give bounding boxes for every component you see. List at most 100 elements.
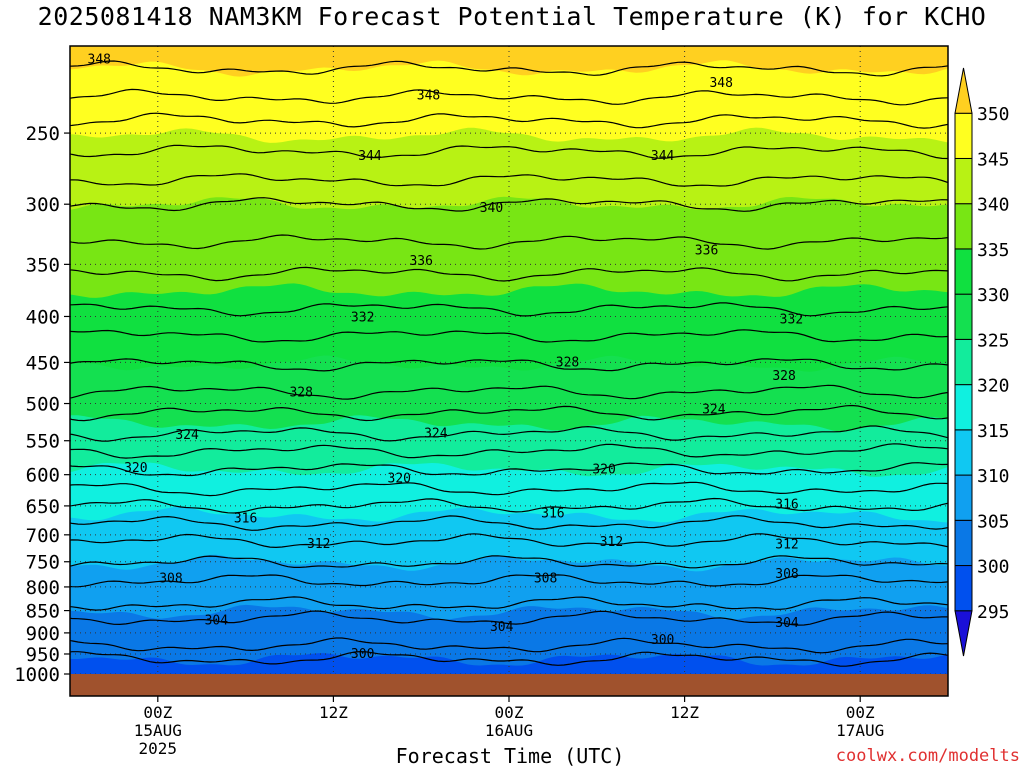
contour-346 bbox=[70, 112, 948, 129]
colorbar-label-325: 325 bbox=[977, 330, 1010, 351]
xtick-label-30-0: 00Z bbox=[495, 703, 524, 722]
colorbar-seg-8 bbox=[954, 248, 973, 295]
contour-label-26: 308 bbox=[534, 572, 557, 587]
colorbar-seg-0 bbox=[954, 610, 973, 657]
colorbar-label-335: 335 bbox=[977, 240, 1010, 261]
contour-310 bbox=[70, 555, 948, 569]
colorbar-label-295: 295 bbox=[977, 602, 1010, 623]
colorbar-label-310: 310 bbox=[977, 466, 1010, 487]
xtick-label-6-2: 2025 bbox=[139, 739, 178, 758]
contour-lines bbox=[70, 60, 948, 667]
ytick-label-350: 350 bbox=[26, 254, 60, 276]
contour-label-15: 324 bbox=[702, 403, 726, 418]
contour-label-31: 300 bbox=[351, 647, 374, 662]
ytick-label-650: 650 bbox=[26, 496, 60, 518]
colorbar-label-300: 300 bbox=[977, 557, 1010, 578]
contour-302 bbox=[70, 637, 948, 654]
colorbar-label-320: 320 bbox=[977, 376, 1010, 397]
contour-308 bbox=[70, 574, 948, 588]
contour-326 bbox=[70, 404, 948, 422]
contour-320 bbox=[70, 462, 948, 477]
colorbar-seg-11 bbox=[954, 112, 973, 159]
colorbar-seg-9 bbox=[954, 203, 973, 250]
contour-348 bbox=[70, 88, 948, 106]
ytick-label-450: 450 bbox=[26, 352, 60, 374]
contour-label-27: 308 bbox=[775, 567, 798, 582]
ytick-label-850: 850 bbox=[26, 601, 60, 623]
color-fill-bands bbox=[70, 46, 948, 696]
contour-labels: 348 348 348 344 344 340 336 336 332 332 328 328 328 3… bbox=[88, 52, 804, 662]
contour-label-14: 324 bbox=[424, 427, 448, 442]
contour-label-12: 328 bbox=[772, 369, 795, 384]
ytick-label-250: 250 bbox=[26, 123, 60, 145]
colorbar-label-350: 350 bbox=[977, 104, 1010, 125]
ytick-label-1000: 1000 bbox=[14, 664, 60, 686]
contour-label-32: 300 bbox=[651, 633, 674, 648]
xtick-label-54-0: 00Z bbox=[846, 703, 875, 722]
contour-label-28: 304 bbox=[205, 614, 229, 629]
contour-330 bbox=[70, 358, 948, 372]
colorbar-label-345: 345 bbox=[977, 149, 1010, 170]
contour-342 bbox=[70, 173, 948, 187]
contour-324 bbox=[70, 425, 948, 442]
grid-lines bbox=[70, 46, 948, 696]
contour-label-25: 308 bbox=[159, 572, 182, 587]
ytick-label-950: 950 bbox=[26, 644, 60, 666]
contour-label-9: 332 bbox=[780, 312, 803, 327]
contour-label-7: 336 bbox=[695, 244, 718, 259]
contour-label-16: 320 bbox=[124, 461, 147, 476]
colorbar-seg-6 bbox=[954, 338, 973, 386]
colorbar-seg-2 bbox=[954, 519, 973, 567]
contour-312 bbox=[70, 533, 948, 549]
contour-label-30: 304 bbox=[775, 616, 799, 631]
colorbar-seg-1 bbox=[954, 565, 973, 612]
colorbar-seg-3 bbox=[954, 474, 973, 521]
contour-332 bbox=[70, 329, 948, 343]
contour-label-4: 344 bbox=[651, 149, 675, 164]
contour-344 bbox=[70, 144, 948, 160]
x-axis-title: Forecast Time (UTC) bbox=[395, 744, 625, 768]
colorbar: 295 300 305 310 315 320 325 330 335 340 345 350 bbox=[954, 67, 1010, 657]
contour-340 bbox=[70, 197, 948, 212]
contour-label-29: 304 bbox=[490, 620, 514, 635]
contour-336 bbox=[70, 266, 948, 282]
xtick-label-6-1: 15AUG bbox=[134, 721, 182, 740]
contour-304 bbox=[70, 610, 948, 626]
ytick-label-700: 700 bbox=[26, 525, 60, 547]
xtick-label-42-0: 12Z bbox=[670, 703, 699, 722]
contour-label-17: 320 bbox=[388, 472, 411, 487]
colorbar-label-305: 305 bbox=[977, 511, 1010, 532]
contour-label-3: 344 bbox=[358, 149, 382, 164]
contour-300 bbox=[70, 650, 948, 667]
colorbar-label-315: 315 bbox=[977, 421, 1010, 442]
ytick-label-900: 900 bbox=[26, 623, 60, 645]
contour-316 bbox=[70, 497, 948, 514]
colorbar-label-340: 340 bbox=[977, 195, 1010, 216]
credit-text: coolwx.com/modelts bbox=[835, 746, 1020, 766]
contour-322 bbox=[70, 443, 948, 459]
colorbar-seg-5 bbox=[954, 384, 973, 431]
xtick-label-30-1: 16AUG bbox=[485, 721, 533, 740]
ytick-label-550: 550 bbox=[26, 431, 60, 453]
contour-label-20: 316 bbox=[541, 507, 564, 522]
contour-label-18: 320 bbox=[592, 462, 615, 477]
contour-label-2: 348 bbox=[709, 76, 732, 91]
ground-surface bbox=[70, 674, 948, 696]
contour-label-22: 312 bbox=[307, 537, 330, 552]
ytick-label-400: 400 bbox=[26, 306, 60, 328]
y-axis-ticks: 2503003504004505005506006507007508008509… bbox=[14, 123, 70, 686]
ground-layer bbox=[70, 674, 948, 696]
contour-label-0: 348 bbox=[88, 52, 111, 67]
ytick-label-800: 800 bbox=[26, 577, 60, 599]
contour-label-10: 328 bbox=[289, 385, 312, 400]
colorbar-seg-10 bbox=[954, 157, 973, 205]
colorbar-seg-7 bbox=[954, 293, 973, 340]
contour-label-6: 336 bbox=[409, 254, 432, 269]
colorbar-seg-4 bbox=[954, 429, 973, 476]
contour-338 bbox=[70, 234, 948, 250]
contour-label-11: 328 bbox=[556, 355, 579, 370]
contour-label-1: 348 bbox=[417, 88, 440, 103]
contour-334 bbox=[70, 302, 948, 317]
contour-318 bbox=[70, 481, 948, 497]
